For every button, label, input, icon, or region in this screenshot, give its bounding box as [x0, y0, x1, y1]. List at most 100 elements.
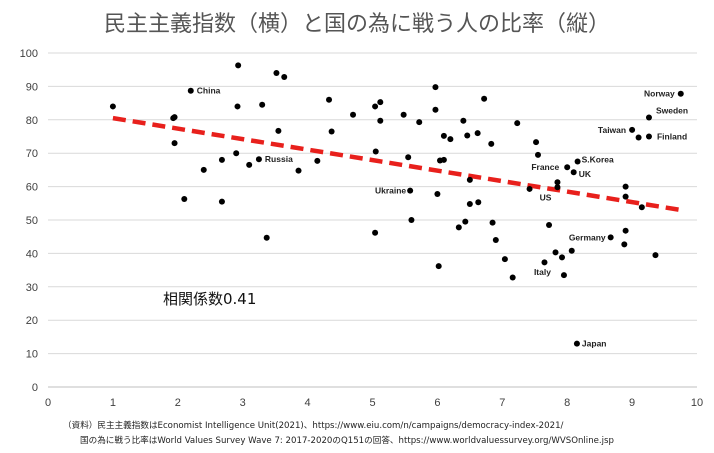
point-label: Italy	[534, 267, 551, 277]
data-point	[533, 139, 540, 146]
data-point	[534, 151, 541, 158]
point-label: Japan	[582, 339, 607, 349]
data-point	[568, 247, 575, 254]
point-label: Norway	[644, 89, 675, 99]
data-point	[464, 132, 471, 139]
data-point	[645, 114, 652, 121]
data-point	[514, 120, 521, 127]
data-point	[440, 132, 447, 139]
x-tick-label: 6	[434, 397, 440, 409]
y-tick-label: 30	[26, 282, 38, 294]
source-line-2: 国の為に戦う比率はWorld Values Survey Wave 7: 201…	[80, 434, 614, 446]
data-point	[326, 96, 333, 103]
data-point	[629, 126, 636, 133]
data-point	[554, 179, 561, 186]
data-point	[622, 193, 629, 200]
data-point	[635, 134, 642, 141]
data-point	[187, 87, 194, 94]
data-point	[372, 229, 379, 236]
data-point	[607, 234, 614, 241]
data-point	[492, 237, 499, 244]
data-point	[552, 249, 559, 256]
point-label: Russia	[265, 154, 293, 164]
data-point	[455, 224, 462, 231]
data-point	[488, 140, 495, 147]
data-point	[559, 254, 566, 261]
data-point	[295, 167, 302, 174]
data-point	[526, 185, 533, 192]
data-point	[328, 128, 335, 135]
data-point	[416, 119, 423, 126]
data-point	[474, 130, 481, 137]
data-point	[255, 156, 262, 163]
data-point	[234, 103, 241, 110]
data-point	[281, 74, 288, 81]
data-point	[621, 241, 628, 248]
x-axis-ticks: 0 1 2 3 4 5 6 7 8 9 10	[45, 397, 703, 409]
point-label: Ukraine	[375, 186, 406, 196]
x-tick-label: 1	[110, 397, 116, 409]
data-point	[489, 219, 496, 226]
y-tick-label: 20	[26, 315, 38, 327]
data-point	[408, 217, 415, 223]
data-point	[460, 117, 467, 124]
x-tick-label: 2	[175, 397, 181, 409]
y-tick-label: 40	[26, 248, 38, 260]
data-point	[501, 256, 508, 263]
data-point	[560, 272, 567, 279]
data-point	[218, 156, 225, 163]
x-tick-label: 9	[629, 397, 635, 409]
x-tick-label: 5	[369, 397, 375, 409]
y-tick-label: 90	[26, 81, 38, 93]
data-point	[509, 274, 516, 281]
data-point	[432, 106, 439, 113]
chart-title: 民主主義指数（横）と国の為に戦う人の比率（縦）	[104, 12, 610, 37]
data-point	[314, 157, 321, 164]
data-points	[109, 62, 684, 347]
x-tick-label: 0	[45, 397, 51, 409]
y-tick-label: 60	[26, 182, 38, 194]
data-point	[447, 136, 454, 143]
x-tick-label: 4	[305, 397, 311, 409]
data-point	[181, 195, 188, 202]
data-point	[435, 263, 442, 270]
point-label: Taiwan	[598, 125, 626, 135]
data-point	[400, 111, 407, 118]
data-point	[273, 70, 280, 77]
point-label: France	[531, 162, 559, 172]
x-tick-label: 7	[499, 397, 505, 409]
data-point	[466, 200, 473, 207]
point-label: UK	[579, 169, 592, 179]
y-tick-label: 0	[32, 382, 38, 394]
data-point	[405, 154, 412, 161]
correlation-label: 相関係数0.41	[163, 290, 256, 308]
data-point	[622, 227, 629, 234]
data-point	[350, 111, 357, 118]
data-point	[171, 140, 178, 147]
data-point	[235, 62, 242, 69]
y-tick-label: 10	[26, 349, 38, 361]
data-point	[546, 222, 553, 229]
point-label: S.Korea	[582, 155, 614, 165]
point-labels: China Russia Ukraine US Italy France UK S.Korea…	[197, 86, 688, 349]
data-point	[200, 166, 207, 173]
data-point	[440, 156, 447, 163]
point-label: China	[197, 86, 221, 96]
data-point	[233, 150, 240, 157]
trend-line	[112, 115, 682, 213]
data-point	[275, 127, 282, 134]
gridlines	[48, 52, 697, 388]
data-point	[570, 169, 577, 176]
y-axis-ticks: 0 10 20 30 40 50 60 70 80 90 100	[20, 48, 38, 394]
data-point	[475, 199, 482, 206]
data-point	[109, 103, 116, 110]
x-tick-label: 8	[564, 397, 570, 409]
data-point	[218, 198, 225, 205]
data-point	[462, 218, 469, 225]
data-point	[554, 184, 561, 191]
data-point	[171, 114, 178, 121]
data-point	[652, 252, 659, 259]
data-point	[372, 148, 379, 155]
data-point	[564, 164, 571, 171]
